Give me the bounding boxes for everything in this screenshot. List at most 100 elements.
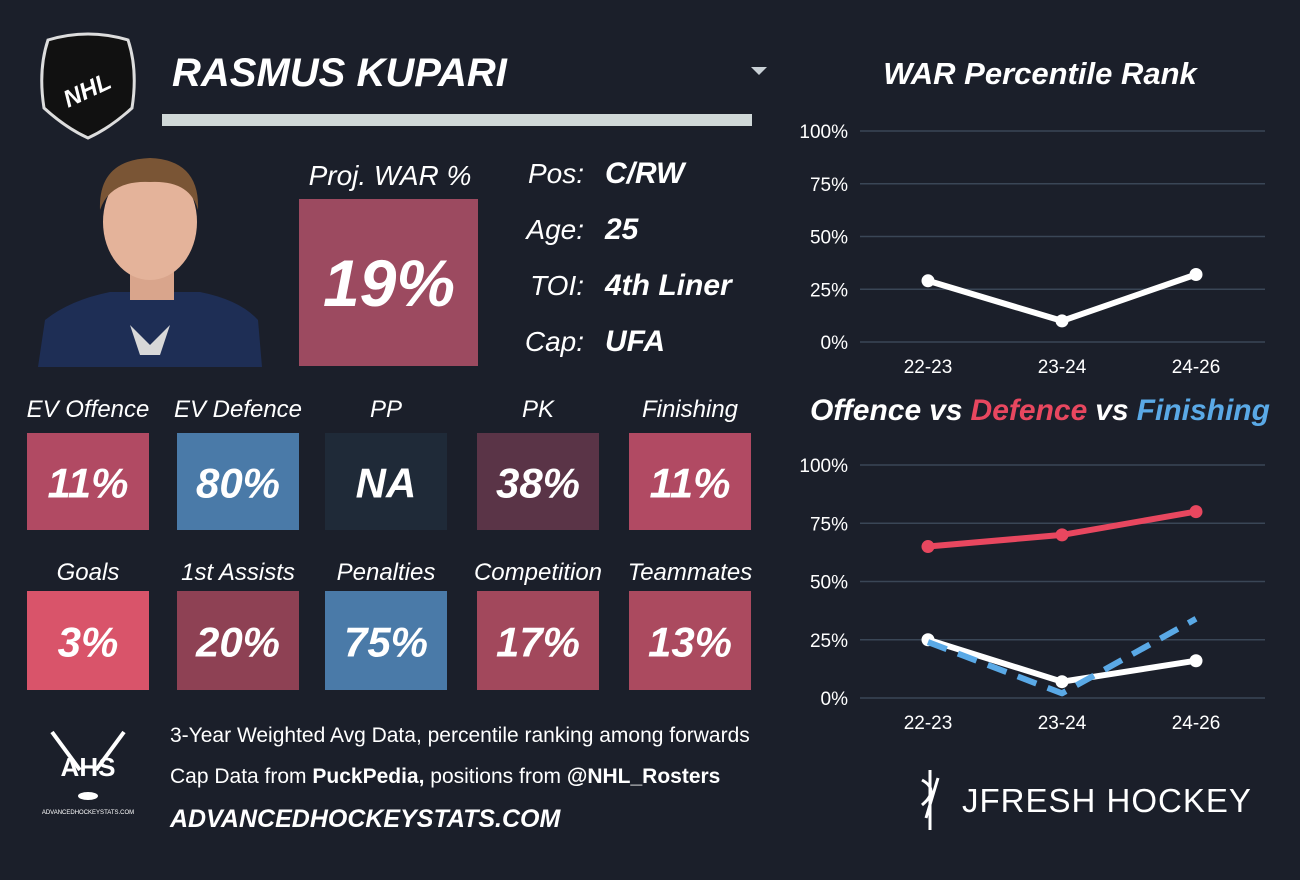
bio-label: Pos: — [528, 158, 584, 189]
tile-box — [27, 591, 149, 690]
proj-war-value: 19% — [323, 246, 455, 320]
tile-label: Goals — [57, 559, 120, 586]
footer-credits: Cap Data from PuckPedia, positions from … — [170, 765, 720, 788]
x-tick-label: 23-24 — [1038, 357, 1087, 378]
tile-value: 80% — [196, 460, 280, 507]
jersey — [38, 292, 262, 367]
chart-title: WAR Percentile Rank — [883, 56, 1198, 91]
bio-value: 25 — [604, 213, 640, 246]
footer-website: ADVANCEDHOCKEYSTATS.COM — [169, 805, 561, 833]
bio-label: Cap: — [525, 326, 584, 357]
tile-value: 38% — [496, 460, 580, 507]
tile-value: 11% — [48, 460, 129, 507]
tile-box — [325, 433, 447, 530]
y-tick-label: 0% — [821, 689, 849, 710]
tile-box — [27, 433, 149, 530]
puck — [78, 792, 98, 800]
credits-part: positions from — [424, 765, 566, 788]
credits-part: @NHL_Rosters — [567, 765, 721, 788]
tile-label: EV Offence — [27, 396, 150, 423]
credits-part: Cap Data from — [170, 765, 312, 788]
point — [1055, 314, 1069, 328]
collar — [130, 325, 170, 355]
dropdown-arrow[interactable] — [751, 67, 767, 75]
title-separator: vs — [1095, 394, 1128, 427]
tile-label: 1st Assists — [181, 559, 295, 586]
tile-label: Competition — [474, 559, 602, 586]
tile-label: Penalties — [337, 559, 436, 586]
face — [103, 164, 197, 280]
charts: WAR Percentile Rank 0% 25% 50% 75% 100% 22-23 2… — [799, 56, 1270, 734]
tile-box — [477, 591, 599, 690]
tile-box — [629, 591, 751, 690]
tile-value: 17% — [496, 619, 580, 666]
player-photo — [38, 158, 262, 367]
tiles: EV Offence 11% EV Defence 80% PP NA PK 38% Finis… — [27, 396, 753, 690]
tile-value: 11% — [650, 460, 731, 507]
chart-title: Offence vs Defence vs Finishing — [810, 394, 1270, 427]
ahs-caption: ADVANCEDHOCKEYSTATS.COM — [42, 810, 134, 816]
jfresh-mark — [921, 770, 940, 830]
point — [1189, 654, 1203, 668]
bio-label: TOI: — [530, 270, 584, 301]
y-tick-label: 25% — [810, 631, 848, 652]
stick — [50, 730, 82, 772]
proj-war-box — [299, 199, 478, 366]
point — [1189, 505, 1203, 519]
x-tick-label: 23-24 — [1038, 713, 1087, 734]
x-tick-label: 22-23 — [904, 357, 953, 378]
point — [1189, 267, 1203, 281]
tile-label: PP — [370, 396, 402, 423]
tile-box — [177, 433, 299, 530]
credits-part: PuckPedia, — [312, 765, 424, 788]
series-line — [926, 616, 1198, 697]
point — [1055, 675, 1069, 689]
footer-note: 3-Year Weighted Avg Data, percentile ran… — [170, 724, 750, 747]
tile-value: 13% — [648, 619, 732, 666]
tile-value: 20% — [195, 619, 280, 666]
tile-value: NA — [356, 460, 417, 507]
y-tick-label: 100% — [799, 122, 848, 143]
tile-label: PK — [522, 396, 555, 423]
y-tick-label: 100% — [799, 456, 848, 477]
bio: Pos: C/RW Age: 25 TOI: 4th Liner Cap: UFA — [524, 157, 734, 358]
x-tick-label: 24-26 — [1172, 357, 1221, 378]
y-tick-label: 75% — [810, 514, 848, 535]
tile-label: EV Defence — [174, 396, 302, 423]
tile-value: 3% — [58, 619, 119, 666]
title-separator: vs — [929, 394, 962, 427]
player-name: RASMUS KUPARI — [172, 51, 508, 95]
tile-label: Finishing — [642, 396, 739, 423]
x-tick-label: 24-26 — [1172, 713, 1221, 734]
y-tick-label: 75% — [810, 175, 848, 196]
stick — [94, 730, 126, 772]
jfresh-text: JFRESH HOCKEY — [962, 782, 1252, 819]
tile-value: 75% — [344, 619, 428, 666]
y-tick-label: 50% — [810, 573, 848, 594]
bio-value: 4th Liner — [604, 269, 734, 302]
bio-value: UFA — [605, 325, 665, 358]
y-tick-label: 50% — [810, 228, 848, 249]
x-tick-label: 22-23 — [904, 713, 953, 734]
point — [921, 540, 935, 554]
tile-box — [629, 433, 751, 530]
ahs-text: AHS — [61, 752, 116, 782]
y-tick-label: 25% — [810, 280, 848, 301]
tile-box — [177, 591, 299, 690]
tile-box — [325, 591, 447, 690]
nhl-logo: NHL — [40, 32, 136, 140]
legend-entry: Defence — [971, 394, 1088, 427]
name-underline — [162, 114, 752, 126]
hair — [99, 158, 199, 210]
ahs-logo: AHS ADVANCEDHOCKEYSTATS.COM — [42, 730, 134, 816]
tile-box — [477, 433, 599, 530]
legend-entry: Offence — [810, 394, 921, 427]
proj-war-label: Proj. WAR % — [309, 160, 472, 191]
jfresh-logo: JFRESH HOCKEY — [921, 770, 1252, 830]
tile-label: Teammates — [628, 559, 753, 586]
bio-value: C/RW — [605, 157, 687, 190]
nhl-shield — [40, 32, 136, 140]
point — [1055, 528, 1069, 542]
